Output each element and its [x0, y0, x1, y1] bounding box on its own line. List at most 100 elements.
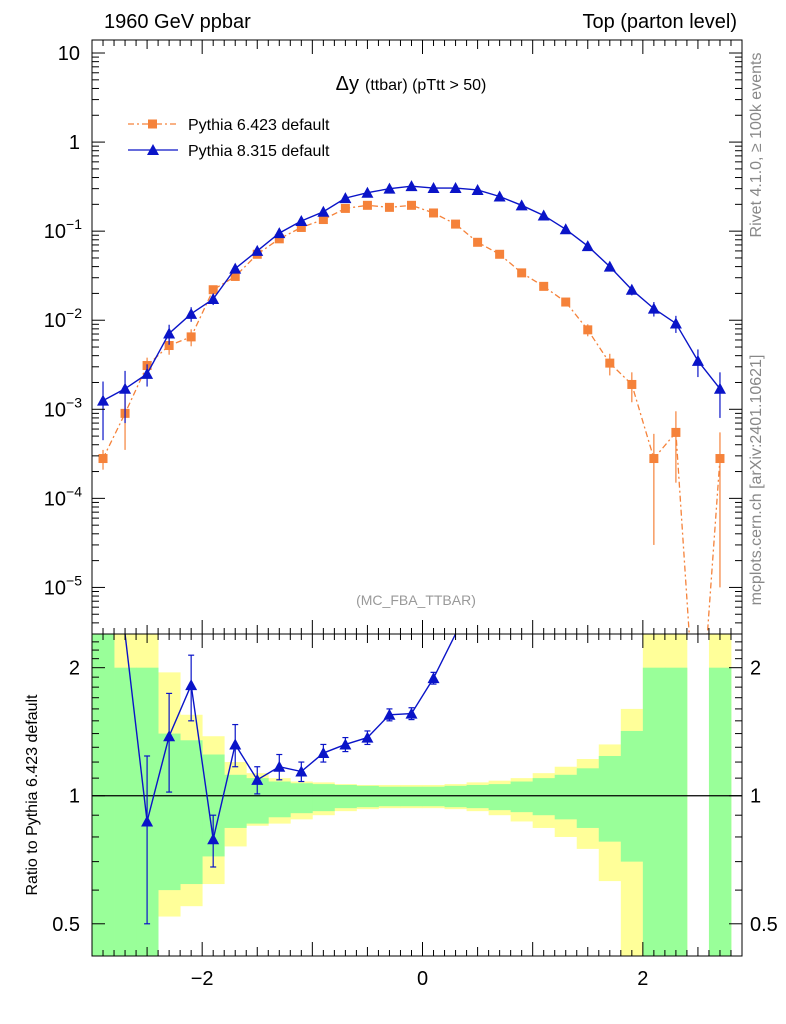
band-green: [664, 667, 688, 956]
band-green: [400, 786, 423, 807]
point-pythia8: [691, 354, 704, 366]
ratio-ylabel: Ratio to Pythia 6.423 default: [24, 694, 41, 896]
band-green: [312, 784, 335, 812]
y-tick-label-base: 10: [44, 577, 66, 599]
point-pythia6: [451, 219, 461, 229]
point-pythia6: [627, 379, 637, 389]
point-pythia6: [649, 454, 659, 464]
point-pythia6: [340, 203, 350, 213]
ratio-point-pythia8: [185, 679, 198, 691]
ratio-frame: [91, 633, 743, 957]
point-pythia8: [383, 182, 396, 194]
band-green: [708, 667, 732, 956]
point-pythia6: [186, 332, 196, 342]
point-pythia8: [581, 240, 594, 252]
mcplots-text: mcplots.cern.ch [arXiv:2401.10621]: [748, 355, 765, 606]
rivet-text: Rivet 4.1.0, ≥ 100k events: [748, 53, 765, 238]
band-green: [158, 733, 181, 891]
band-green: [356, 785, 379, 808]
point-pythia6: [208, 285, 218, 295]
ratio-y-tick-label: 0.5: [52, 914, 80, 936]
legend-label-pythia6: Pythia 6.423 default: [188, 117, 330, 134]
band-green: [642, 667, 666, 956]
ratio-point-pythia8: [251, 773, 264, 785]
point-pythia6: [406, 200, 416, 210]
point-pythia8: [229, 262, 242, 274]
band-green: [202, 754, 225, 857]
point-pythia8: [295, 215, 308, 227]
point-pythia8: [339, 192, 352, 204]
ratio-point-pythia8: [273, 760, 286, 772]
ratio-y-tick-label: 1: [69, 786, 80, 808]
band-green: [554, 774, 578, 820]
point-pythia6: [561, 297, 571, 307]
ratio-point-pythia8: [141, 815, 154, 827]
point-pythia8: [251, 244, 264, 256]
ratio-point-pythia8: [383, 708, 396, 720]
point-pythia6: [362, 200, 372, 210]
band-green: [114, 667, 137, 956]
band-green: [224, 774, 247, 828]
point-pythia6: [98, 454, 108, 464]
band-green: [466, 784, 490, 809]
band-green: [422, 786, 445, 807]
y-tick-label-exp: −4: [66, 483, 82, 499]
y-tick-label: 10−2: [44, 305, 82, 332]
point-pythia6: [164, 341, 174, 351]
point-pythia6: [296, 222, 306, 232]
ratio-panel: −2 0 2 2 2 1 1 0.5 0.5 Ratio to Pythia 6.423 def…: [24, 633, 778, 990]
y-tick-label-exp: −1: [66, 216, 82, 232]
band-green: [246, 778, 269, 824]
band-green: [510, 781, 534, 813]
y-tick-label-exp: −5: [66, 572, 82, 588]
y-tick-label-exp: −2: [66, 305, 82, 321]
band-green: [334, 784, 357, 809]
y-tick-label: 10−3: [44, 394, 82, 421]
band-green: [444, 785, 467, 808]
title-suffix: (ttbar) (pTtt > 50): [365, 77, 486, 94]
ratio-y-tick-label-right: 2: [750, 658, 761, 680]
ratio-point-pythia8: [295, 765, 308, 777]
point-pythia8: [185, 307, 198, 319]
ratio-point-pythia8: [361, 731, 374, 743]
point-pythia8: [317, 205, 330, 217]
ratio-plot-area: [92, 634, 742, 956]
band-green: [576, 768, 600, 828]
main-title: Δy (ttbar) (pTtt > 50): [336, 73, 487, 95]
legend-label-pythia8: Pythia 8.315 default: [188, 143, 330, 160]
main-plot-area: [97, 180, 726, 634]
point-pythia8: [515, 199, 528, 211]
point-pythia8: [97, 394, 110, 406]
header-right-text: Top (parton level): [582, 11, 737, 33]
ratio-ticks: −2 0 2 2 2 1 1 0.5 0.5: [52, 634, 778, 990]
ratio-point-pythia8: [207, 833, 220, 845]
y-tick-label: 1: [69, 132, 80, 154]
ratio-line-pythia8: [124, 634, 457, 840]
y-tick-label: 10−4: [44, 483, 82, 510]
series-line-pythia6: [102, 204, 721, 634]
point-pythia6: [583, 325, 593, 335]
point-pythia8: [449, 182, 462, 194]
point-pythia8: [273, 227, 286, 239]
title-dy: Δy: [336, 73, 359, 95]
legend-marker-pythia6: [148, 119, 157, 129]
point-pythia8: [361, 186, 374, 198]
y-tick-label-base: 10: [44, 221, 66, 243]
point-pythia6: [605, 358, 615, 368]
legend-marker-pythia8: [147, 144, 159, 155]
ratio-y-tick-label-right: 0.5: [750, 914, 778, 936]
watermark-text: (MC_FBA_TTBAR): [356, 592, 476, 608]
point-pythia8: [163, 327, 176, 339]
point-pythia8: [669, 317, 682, 329]
x-tick-label: 0: [417, 968, 428, 990]
point-pythia6: [384, 202, 394, 212]
ratio-point-pythia8: [339, 738, 352, 750]
y-tick-label-exp: −3: [66, 394, 82, 410]
point-pythia8: [207, 293, 220, 305]
band-green: [268, 781, 291, 818]
y-tick-label: 10−1: [44, 216, 82, 243]
